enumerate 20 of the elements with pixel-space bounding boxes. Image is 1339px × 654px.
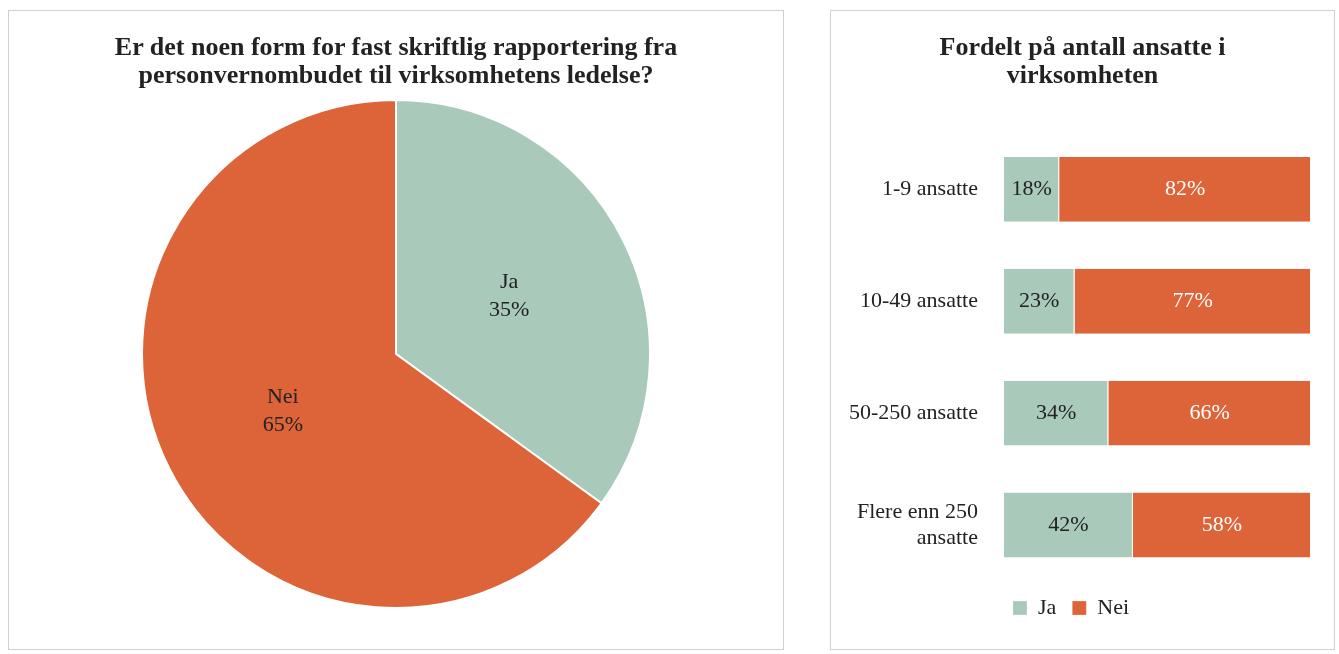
- data-label: 23%: [1019, 287, 1060, 313]
- slice-label: Ja: [499, 268, 519, 294]
- data-label: 18%: [1011, 175, 1052, 201]
- chart-title: Er det noen form for fast skriftlig rapportering fra personvernombudet til virksomhetens ledelse?: [113, 32, 679, 89]
- data-label: 42%: [1048, 510, 1089, 536]
- slice-label: Nei: [266, 383, 299, 409]
- data-label: 58%: [1201, 510, 1243, 536]
- data-label: 66%: [1189, 398, 1230, 424]
- y-tick-label: Flere enn 250 ansatte: [856, 497, 978, 550]
- y-tick-label: 50-250 ansatte: [849, 398, 978, 424]
- chart-title: Fordelt på antall ansatte i virksomheten: [938, 32, 1227, 89]
- legend-label: Nei: [1097, 593, 1130, 619]
- legend-label: Ja: [1037, 593, 1057, 619]
- y-tick-label: 1-9 ansatte: [882, 175, 978, 201]
- y-tick-label: 10-49 ansatte: [860, 287, 978, 313]
- data-label: 65%: [262, 411, 304, 437]
- data-label: 35%: [488, 296, 530, 322]
- data-label: 82%: [1164, 175, 1206, 201]
- data-label: 34%: [1035, 398, 1077, 424]
- data-label: 77%: [1172, 287, 1213, 313]
